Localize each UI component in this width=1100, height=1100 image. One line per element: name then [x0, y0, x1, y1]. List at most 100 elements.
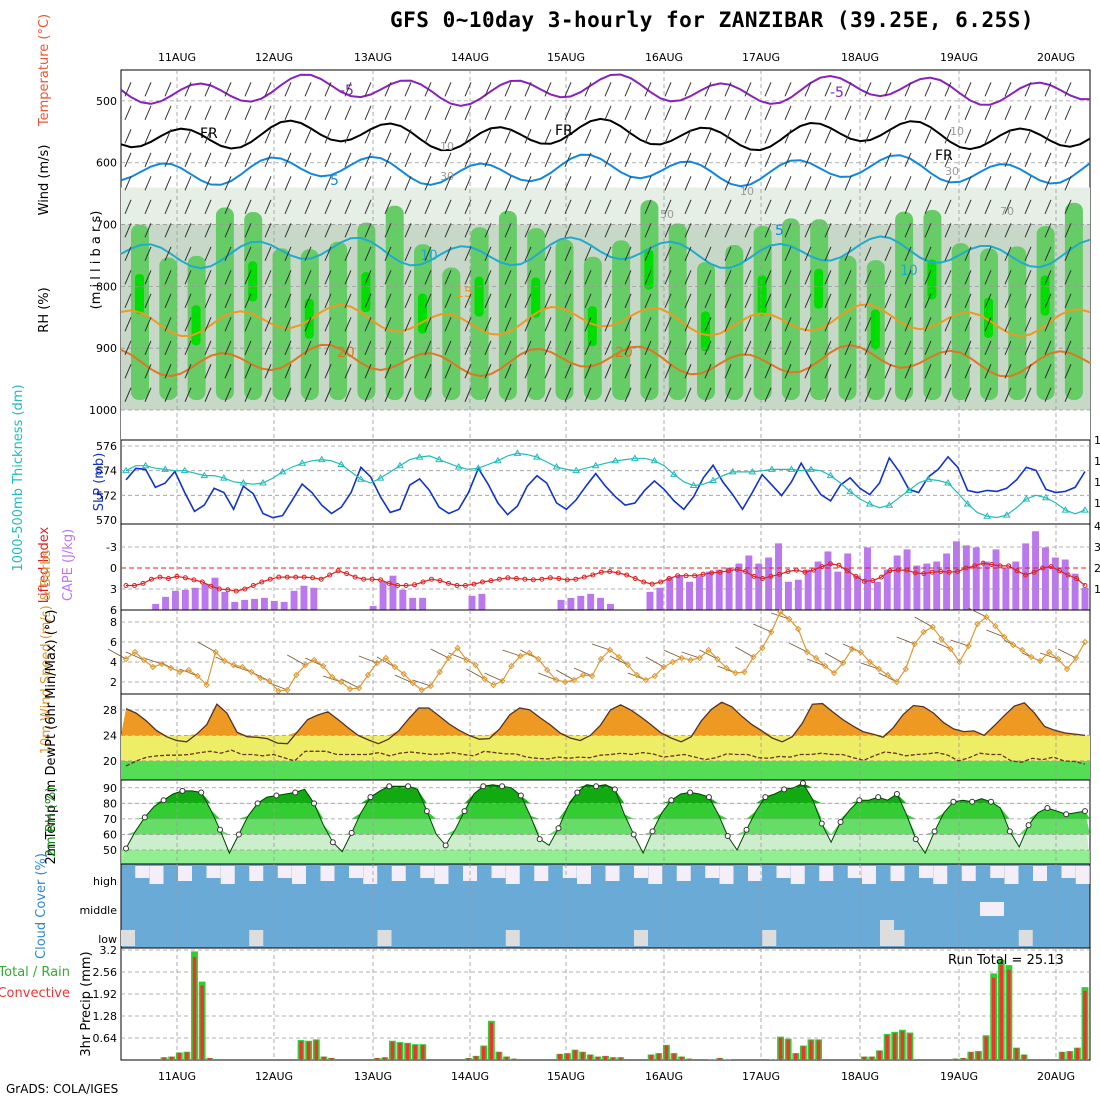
thickness-point	[415, 453, 424, 460]
wind-speed-point	[364, 671, 372, 679]
li-point	[165, 576, 171, 581]
li-point	[445, 580, 451, 586]
wind-barb	[644, 105, 652, 121]
wind-barb	[404, 105, 412, 121]
date-label-bottom: 12AUG	[255, 1070, 293, 1083]
wind-speed-point	[902, 665, 909, 673]
wind-barb	[164, 246, 172, 261]
tick-label: 70	[103, 813, 117, 826]
tick-label: 208	[1094, 562, 1100, 575]
li-point	[123, 583, 129, 588]
tick-label: -3	[106, 541, 117, 554]
wind-barb	[824, 129, 832, 144]
wind-barb	[804, 364, 812, 379]
cloud-high-block	[249, 866, 264, 881]
wind-barb	[464, 223, 472, 238]
wind-speed-point	[624, 661, 632, 669]
wind-barb	[144, 223, 152, 238]
wind-barb	[244, 340, 252, 355]
rh-shade-dark	[418, 293, 427, 334]
cape-bar	[290, 590, 298, 610]
cape-bar	[280, 601, 288, 610]
wind-barb	[784, 387, 792, 402]
thickness-point	[552, 462, 561, 470]
wind-barb	[844, 129, 852, 144]
wind-barb	[1024, 340, 1032, 355]
wind-barb	[904, 364, 912, 379]
wind-barb	[404, 199, 412, 215]
rh-shade	[781, 218, 800, 400]
wind-barb	[984, 246, 992, 261]
wind-barb	[804, 293, 812, 308]
wind-barb	[264, 317, 272, 332]
wind-barb	[364, 82, 372, 97]
cape-bar	[567, 597, 575, 610]
below-surface	[121, 410, 1090, 440]
tick-label: 1018	[1094, 455, 1100, 468]
wind-barb	[504, 246, 512, 261]
cloud-high-block	[562, 866, 577, 878]
wind-barb	[204, 129, 212, 144]
wind-barb	[424, 152, 432, 168]
wind-speed-point	[212, 648, 219, 656]
wind-barb	[324, 246, 332, 261]
li-point	[972, 563, 978, 569]
cape-bar	[1051, 557, 1059, 610]
wind-barb	[464, 176, 472, 191]
date-label-top: 15AUG	[547, 51, 585, 64]
wind-barb	[444, 317, 452, 332]
precip-bar-convective	[984, 1036, 988, 1060]
cape-bar	[686, 581, 693, 610]
wind-barb	[164, 223, 172, 238]
wind-barb	[264, 152, 272, 168]
precip-bar-convective	[687, 1058, 691, 1060]
wind-barb	[864, 199, 872, 215]
wind-barb	[424, 199, 432, 215]
wind-barb	[504, 387, 512, 402]
wind-barb	[124, 105, 132, 121]
wind-barb	[664, 82, 672, 97]
wind-barb	[604, 105, 612, 121]
wind-barb	[444, 152, 452, 168]
wind-barb	[644, 293, 652, 308]
wind-barb	[764, 129, 772, 144]
cloud-high-block	[149, 866, 164, 884]
wind-barb	[284, 152, 292, 168]
rh-point	[1025, 822, 1032, 829]
tick-label: 1020	[1094, 434, 1100, 447]
tick-label: 0	[110, 562, 117, 575]
wind-barb	[464, 317, 472, 332]
li-point	[403, 583, 409, 588]
date-label-bottom: 18AUG	[841, 1070, 879, 1083]
thickness-point	[670, 470, 678, 477]
precip-bar-convective	[1022, 1054, 1026, 1060]
rh-shade-dark	[870, 309, 880, 350]
precip-legend-convective: Convective	[0, 986, 70, 1001]
precip-bar-convective	[969, 1052, 973, 1060]
rh-shade-dark	[135, 274, 144, 314]
precip-bar-convective	[200, 985, 204, 1060]
rh-point	[461, 808, 468, 815]
wind-barb	[884, 105, 892, 121]
wind-barb	[1004, 105, 1012, 121]
wind-barb	[504, 270, 512, 285]
wind-barb	[824, 340, 832, 355]
thickness-point	[846, 487, 855, 495]
rh-point	[141, 814, 148, 821]
wind-barb-10m	[788, 642, 808, 653]
wind-barb	[624, 387, 632, 402]
wind-barb	[544, 223, 552, 238]
li-point	[743, 569, 749, 574]
li-point	[429, 576, 435, 582]
thickness-point	[826, 471, 835, 479]
rh-contour-label: 10	[740, 185, 754, 198]
thickness-point	[1081, 506, 1089, 513]
wind-barb	[984, 129, 992, 144]
wind-barb	[584, 199, 592, 215]
precip-bar-convective	[504, 1056, 509, 1060]
wind-barb	[364, 246, 372, 261]
wind-speed-point	[1072, 654, 1080, 662]
wind-barb	[744, 152, 752, 168]
rh-shade	[640, 200, 659, 400]
